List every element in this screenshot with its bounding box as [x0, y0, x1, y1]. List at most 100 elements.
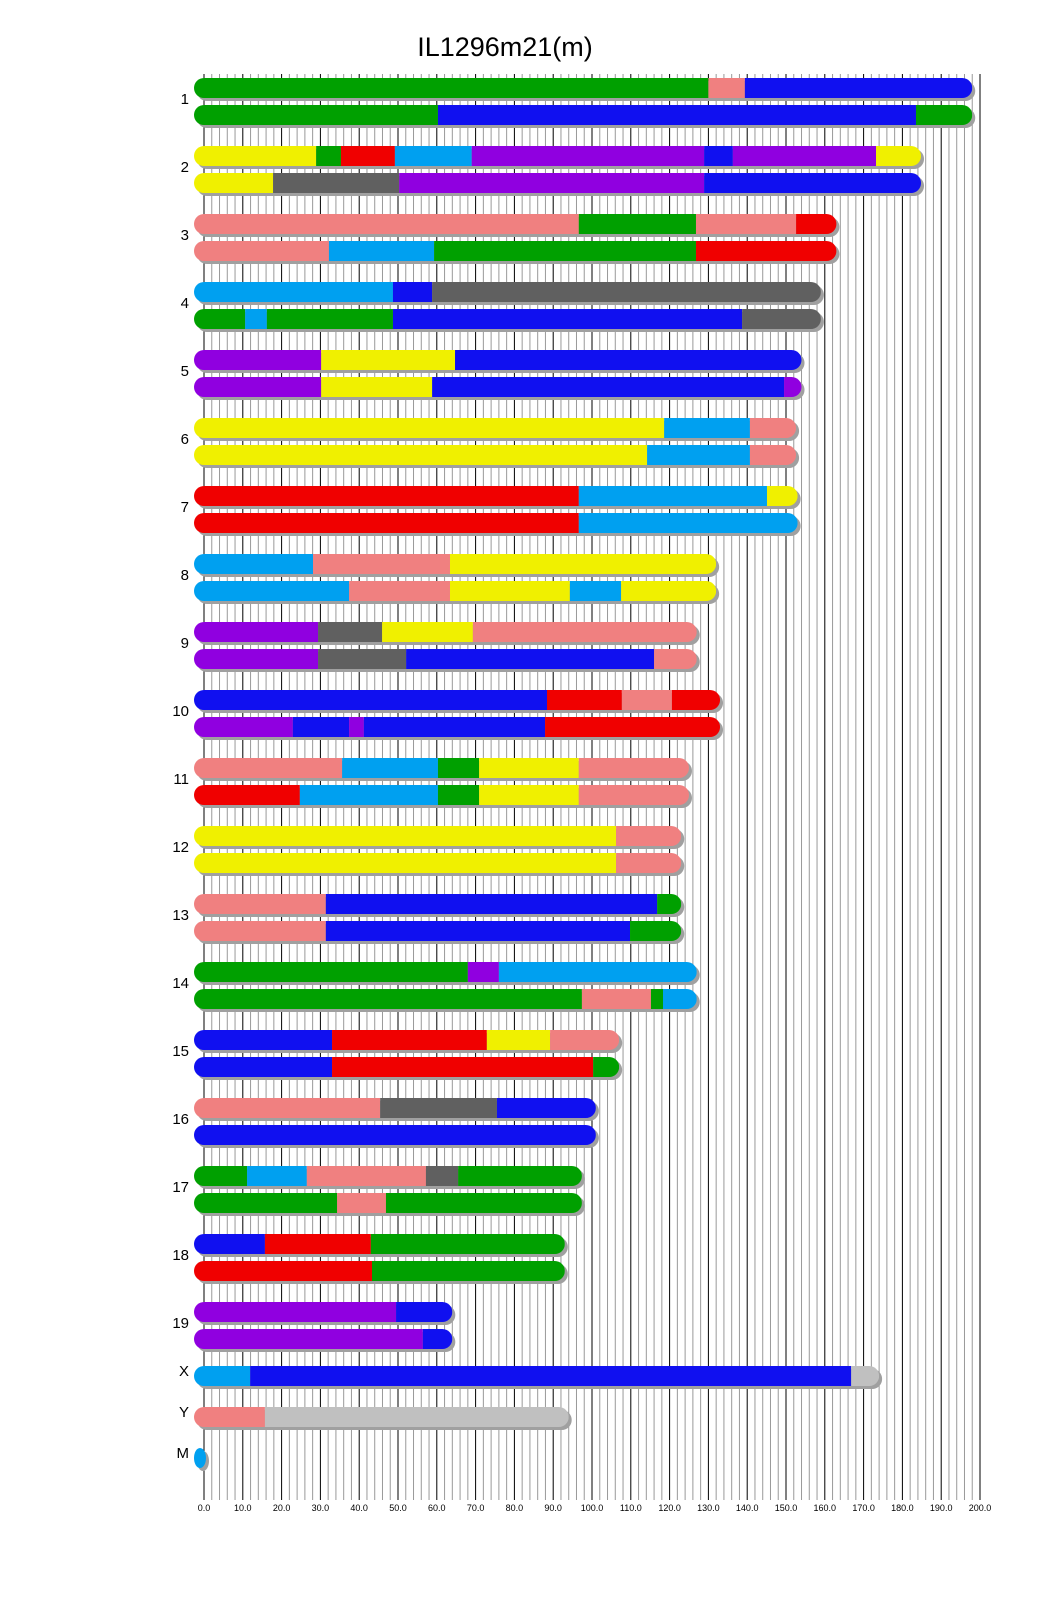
segment-green: [650, 989, 664, 1009]
x-tick-label: 0.0: [198, 1503, 211, 1513]
haplotype-1: [194, 758, 689, 778]
segment-green: [578, 214, 696, 234]
segment-cyan: [663, 989, 697, 1009]
haplotype-2: [194, 1057, 620, 1077]
segment-green: [370, 1234, 565, 1254]
segment-salmon: [194, 894, 326, 914]
chromosome-1: 1: [181, 78, 976, 128]
segment-blue: [496, 1098, 596, 1118]
chromosome-6: 6: [181, 418, 800, 468]
x-tick-label: 200.0: [969, 1503, 992, 1513]
segment-blue: [363, 717, 546, 737]
haplotype-1: [194, 962, 697, 982]
haplotype-1: [194, 826, 682, 846]
segment-gray: [273, 173, 400, 193]
segment-salmon: [306, 1166, 426, 1186]
segment-salmon: [616, 826, 682, 846]
segment-red: [194, 1261, 373, 1281]
segment-yellow: [194, 173, 274, 193]
segment-yellow: [486, 1030, 551, 1050]
segment-green: [194, 989, 582, 1009]
haplotype-1: [194, 78, 973, 98]
segment-red: [332, 1057, 594, 1077]
x-tick-label: 120.0: [658, 1503, 681, 1513]
haplotype-2: [194, 105, 973, 125]
segment-purple: [194, 377, 322, 397]
segment-purple: [399, 173, 705, 193]
haplotype-1: [194, 282, 821, 302]
segment-purple: [194, 350, 322, 370]
chromosome-label: 17: [172, 1179, 189, 1196]
segment-cyan: [578, 513, 798, 533]
chromosome-label: 1: [181, 91, 189, 108]
haplotype-1: [194, 1098, 596, 1118]
segment-lightgray: [851, 1366, 880, 1386]
segment-cyan: [194, 581, 350, 601]
segment-blue: [194, 1234, 265, 1254]
x-tick-label: 60.0: [428, 1503, 446, 1513]
x-tick-label: 80.0: [506, 1503, 524, 1513]
segment-cyan: [247, 1166, 307, 1186]
segment-cyan: [664, 418, 750, 438]
segment-purple: [194, 649, 319, 669]
segment-red: [695, 241, 837, 261]
segment-blue: [422, 1329, 453, 1349]
chromosome-19: 19: [172, 1302, 456, 1352]
x-tick-label: 10.0: [234, 1503, 252, 1513]
segment-salmon: [194, 1407, 265, 1427]
chromosome-label: 16: [172, 1111, 189, 1128]
segment-blue: [392, 309, 743, 329]
segment-blue: [406, 649, 655, 669]
segment-blue: [704, 173, 922, 193]
segment-red: [340, 146, 395, 166]
chromosome-4: 4: [181, 282, 824, 332]
segment-yellow: [479, 785, 579, 805]
segment-cyan: [342, 758, 438, 778]
segment-yellow: [766, 486, 798, 506]
segment-blue: [194, 1125, 596, 1145]
chromosome-label: 19: [172, 1315, 189, 1332]
segment-gray: [318, 622, 383, 642]
segment-salmon: [194, 1098, 381, 1118]
x-tick-label: 170.0: [852, 1503, 875, 1513]
chromosome-18: 18: [172, 1234, 568, 1284]
chromosome-label: 12: [172, 839, 189, 856]
segment-cyan: [194, 282, 393, 302]
x-tick-label: 50.0: [389, 1503, 407, 1513]
segment-salmon: [616, 853, 682, 873]
segment-green: [194, 1193, 338, 1213]
segment-green: [437, 758, 480, 778]
chromosome-label: 2: [181, 159, 189, 176]
x-tick-label: 180.0: [891, 1503, 914, 1513]
segment-green: [915, 105, 973, 125]
x-tick-label: 100.0: [581, 1503, 604, 1513]
chromosome-14: 14: [172, 962, 700, 1012]
haplotype-1: [194, 1166, 582, 1186]
segment-yellow: [449, 554, 717, 574]
chromosome-11: 11: [173, 758, 692, 808]
segment-blue: [704, 146, 733, 166]
haplotype-2: [194, 581, 717, 601]
segment-gray: [425, 1166, 459, 1186]
x-tick-label: 130.0: [697, 1503, 720, 1513]
haplotype-2: [194, 1329, 453, 1349]
segment-yellow: [479, 758, 579, 778]
chromosome-label: 8: [181, 567, 189, 584]
x-tick-label: 20.0: [273, 1503, 291, 1513]
segment-salmon: [621, 690, 672, 710]
haplotype-1: [194, 486, 798, 506]
chromosome-label: 10: [172, 703, 189, 720]
segment-blue: [392, 282, 433, 302]
segment-blue: [194, 690, 547, 710]
chart-title: IL1296m21(m): [417, 32, 593, 62]
segment-green: [385, 1193, 582, 1213]
haplotype-2: [194, 309, 821, 329]
segment-salmon: [349, 581, 450, 601]
chromosome-label: 18: [172, 1247, 189, 1264]
segment-blue: [325, 894, 658, 914]
segment-salmon: [749, 418, 797, 438]
haplotype-1: [194, 1030, 620, 1050]
chromosome-9: 9: [181, 622, 700, 672]
haplotype-2: [194, 785, 689, 805]
